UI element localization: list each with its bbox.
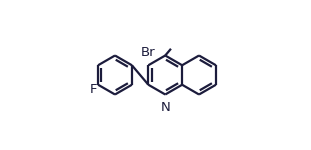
Text: Br: Br xyxy=(140,46,155,59)
Text: N: N xyxy=(161,101,170,114)
Text: F: F xyxy=(90,83,97,96)
